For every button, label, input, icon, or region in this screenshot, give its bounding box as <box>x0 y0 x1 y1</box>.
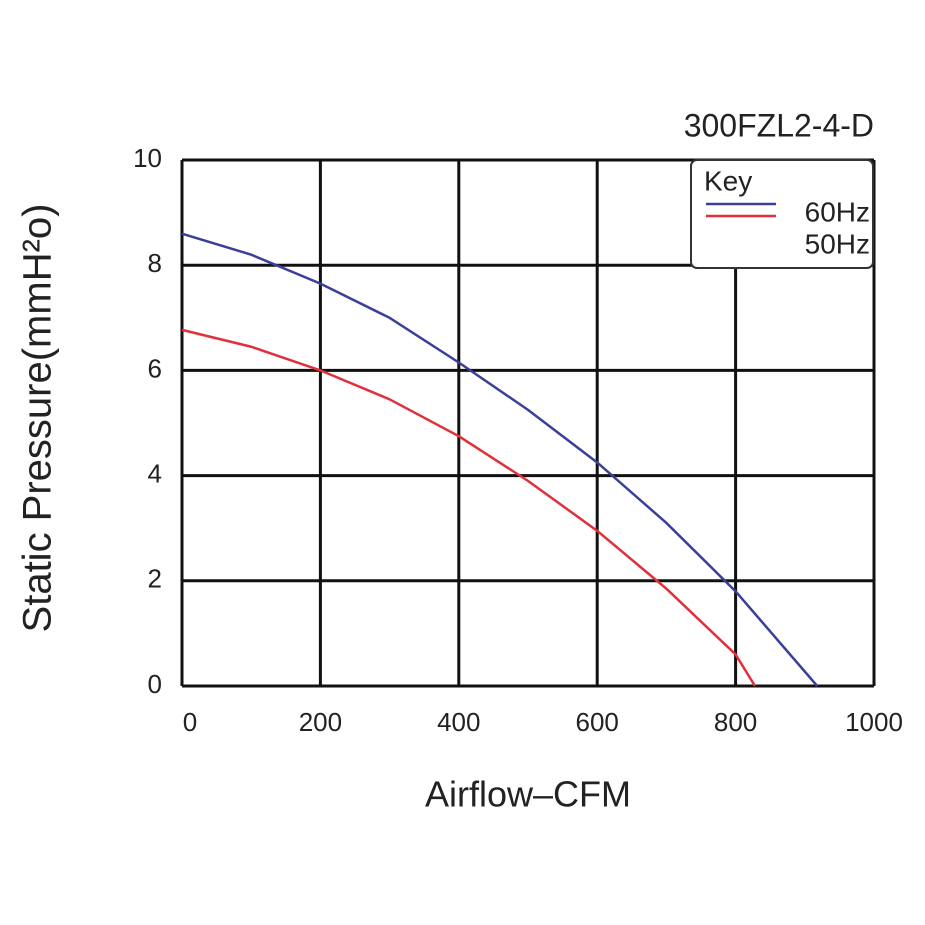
line-series <box>181 328 757 687</box>
chart-title: 300FZL2-4-D <box>684 107 874 143</box>
y-tick-label: 6 <box>148 353 162 383</box>
y-tick-label: 4 <box>148 458 162 488</box>
line-series <box>181 232 819 687</box>
y-tick-label: 0 <box>148 669 162 699</box>
x-tick-label: 1000 <box>845 707 903 737</box>
legend-box <box>690 159 874 269</box>
y-tick-label: 10 <box>133 143 162 173</box>
x-tick-label: 600 <box>576 707 619 737</box>
legend-label: 50Hz <box>805 228 870 259</box>
x-tick-label: 0 <box>183 707 197 737</box>
x-tick-label: 200 <box>299 707 342 737</box>
y-axis-label: Static Pressure(mmH²o) <box>16 204 60 633</box>
legend-title: Key <box>704 165 752 196</box>
x-axis-label: Airflow–CFM <box>425 774 631 815</box>
y-tick-label: 8 <box>148 248 162 278</box>
x-tick-label: 800 <box>714 707 757 737</box>
y-tick-label: 2 <box>148 564 162 594</box>
legend-label: 60Hz <box>805 196 870 227</box>
x-tick-label: 400 <box>437 707 480 737</box>
